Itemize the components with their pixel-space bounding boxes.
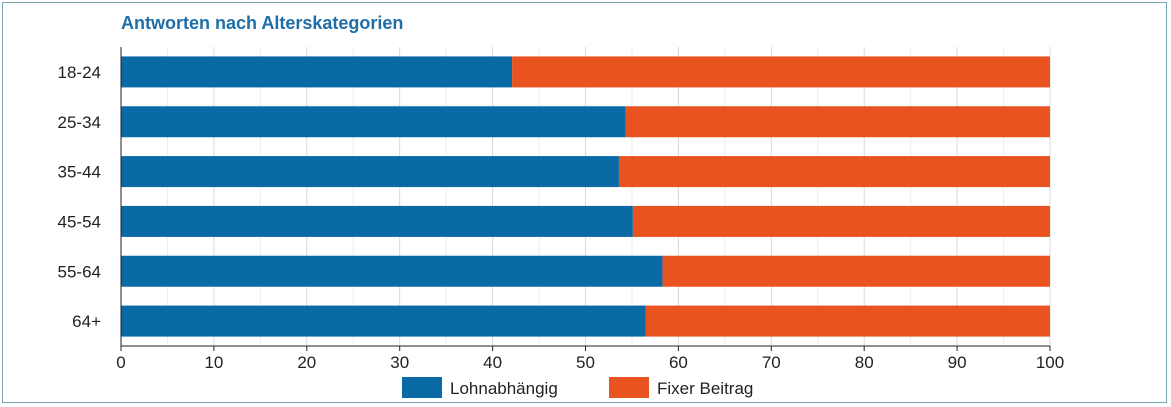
bar-fixer-beitrag: [645, 305, 1050, 337]
legend-label: Lohnabhängig: [450, 379, 558, 398]
x-tick-label: 70: [762, 353, 781, 372]
category-label: 35-44: [58, 163, 101, 182]
bar-fixer-beitrag: [618, 156, 1050, 188]
bar-fixer-beitrag: [632, 205, 1050, 237]
x-tick-label: 80: [855, 353, 874, 372]
category-label: 25-34: [58, 113, 101, 132]
legend-label: Fixer Beitrag: [657, 379, 753, 398]
x-tick-label: 10: [204, 353, 223, 372]
bar-lohnabhaengig: [121, 305, 646, 337]
legend-swatch: [402, 377, 442, 398]
x-tick-label: 50: [576, 353, 595, 372]
x-tick-label: 30: [390, 353, 409, 372]
x-tick-label: 40: [483, 353, 502, 372]
chart-title: Antworten nach Alterskategorien: [121, 13, 404, 33]
category-label: 55-64: [58, 262, 101, 281]
x-tick-label: 90: [948, 353, 967, 372]
bar-lohnabhaengig: [121, 56, 513, 88]
bar-fixer-beitrag: [512, 56, 1050, 88]
bar-lohnabhaengig: [121, 205, 633, 237]
x-tick-label: 100: [1036, 353, 1064, 372]
x-tick-label: 0: [116, 353, 125, 372]
category-label: 45-54: [58, 212, 101, 231]
legend-swatch: [609, 377, 649, 398]
bar-lohnabhaengig: [121, 255, 663, 287]
bar-fixer-beitrag: [662, 255, 1050, 287]
bar-fixer-beitrag: [625, 106, 1050, 138]
category-label: 64+: [72, 312, 101, 331]
bar-lohnabhaengig: [121, 156, 619, 188]
bar-lohnabhaengig: [121, 106, 626, 138]
x-tick-label: 60: [669, 353, 688, 372]
x-tick-label: 20: [297, 353, 316, 372]
category-label: 18-24: [58, 63, 101, 82]
